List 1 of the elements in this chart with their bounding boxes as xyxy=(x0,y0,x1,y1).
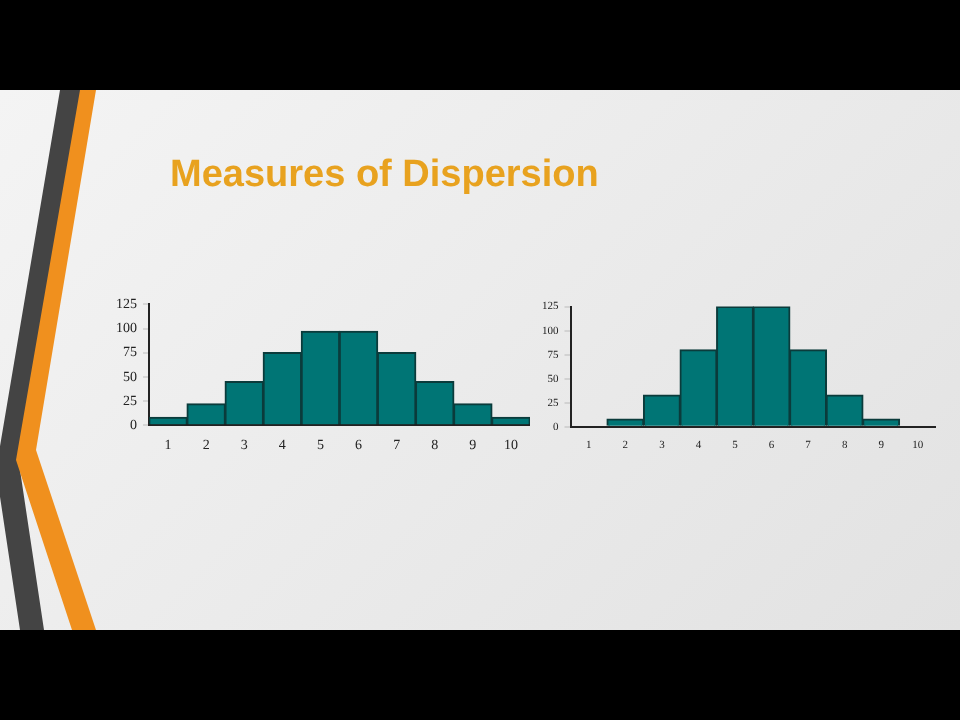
chart-title: Measures of Dispersion xyxy=(170,154,599,198)
